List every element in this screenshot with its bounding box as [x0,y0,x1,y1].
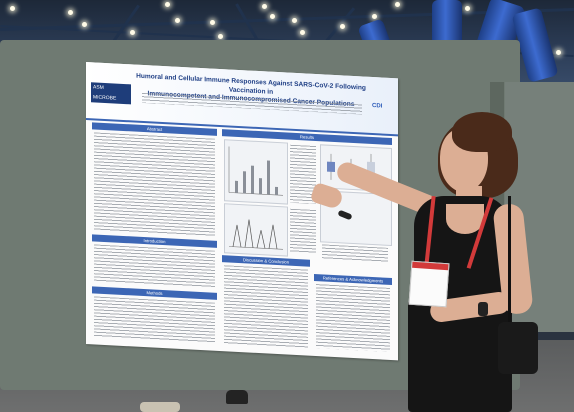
handbag [498,322,538,374]
references-text [316,284,390,352]
asm-microbe-logo: ASM MICROBE [91,82,131,105]
name-badge [408,260,450,308]
cdi-logo: CDI [372,102,383,110]
abstract-text [94,132,215,237]
methods-text [94,296,215,343]
attendee-foot [140,402,180,412]
results-text-2 [290,208,316,255]
results-text-3 [322,244,388,262]
results-figure-3 [224,203,288,257]
references-heading: References & Acknowledgments [314,273,392,286]
research-poster: ASM MICROBE Humoral and Cellular Immune … [86,62,398,361]
discussion-text [224,265,308,348]
attendee-shoe [226,390,248,404]
logo-text-2: MICROBE [93,94,117,102]
introduction-text [94,244,215,289]
watch [478,302,488,316]
results-figure-1 [224,139,288,205]
